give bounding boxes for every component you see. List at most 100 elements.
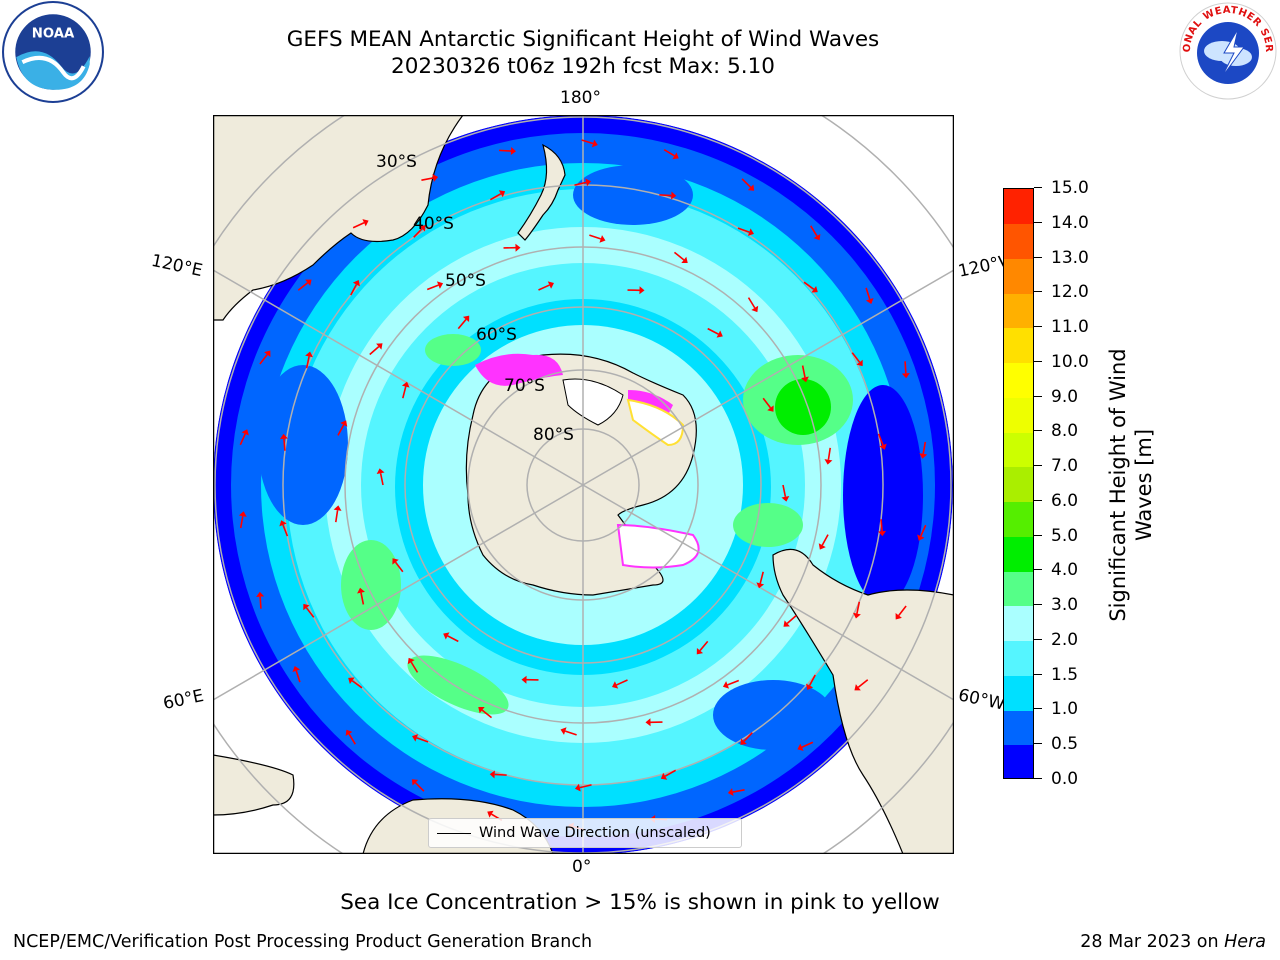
- wave-direction-arrow: [413, 228, 423, 238]
- wave-direction-arrow: [579, 784, 592, 789]
- colorbar-tick-label: 15.0: [1051, 178, 1089, 198]
- colorbar-tick-label: 11.0: [1051, 317, 1089, 338]
- colorbar-tick-label: 14.0: [1051, 212, 1089, 233]
- colorbar-tick-label: 3.0: [1051, 595, 1079, 616]
- longitude-label-60w: 60°W: [956, 685, 1007, 715]
- wave-direction-arrowhead: [515, 243, 521, 252]
- colorbar-tick-label: 7.0: [1051, 456, 1079, 477]
- sea-ice-note: Sea Ice Concentration > 15% is shown in …: [340, 890, 940, 915]
- colorbar-segment: [1004, 536, 1033, 572]
- wave-direction-arrow: [481, 709, 493, 719]
- new-zealand: [517, 143, 566, 241]
- wave-direction-arrow: [741, 178, 752, 188]
- wave-direction-arrow: [305, 356, 310, 369]
- wave-direction-arrowhead: [407, 657, 415, 665]
- colorbar-tick-mark: [1034, 326, 1042, 328]
- wave-direction-arrow: [827, 447, 832, 460]
- latitude-label-60s: 60°S: [476, 325, 517, 345]
- wave-direction-arrowhead: [279, 433, 288, 440]
- colorbar-tick-mark: [1034, 778, 1042, 779]
- wave-direction-arrowhead: [489, 770, 495, 779]
- colorbar-tick-label: 9.0: [1051, 386, 1079, 407]
- wave-direction-arrowhead: [264, 350, 271, 357]
- wave-direction-arrowhead: [639, 286, 645, 295]
- colorbar-tick-mark: [1034, 187, 1042, 188]
- wave-direction-arrowhead: [462, 315, 470, 323]
- wave-direction-arrowhead: [853, 612, 861, 619]
- map-legend: Wind Wave Direction (unscaled): [428, 818, 742, 848]
- wave-direction-arrow: [762, 397, 772, 409]
- wave-direction-arrow: [664, 769, 677, 777]
- latitude-label-50s: 50°S: [445, 271, 486, 291]
- wave-direction-arrow: [810, 225, 818, 237]
- wave-direction-arrow: [699, 640, 709, 652]
- noaa-logo: NOAA: [2, 1, 104, 103]
- legend-line-swatch: [437, 833, 471, 834]
- wave-direction-arrowhead: [645, 718, 651, 727]
- wave-direction-arrow: [663, 148, 675, 157]
- colorbar-tick-label: 8.0: [1051, 421, 1079, 442]
- wave-direction-arrow: [414, 782, 425, 792]
- colorbar-segment: [1004, 293, 1033, 329]
- wave-direction-arrow: [801, 365, 806, 378]
- wave-direction-arrow: [447, 635, 459, 643]
- wave-direction-arrow: [743, 732, 753, 742]
- wave-direction-arrow: [821, 534, 829, 546]
- footer-producer: NCEP/EMC/Verification Post Processing Pr…: [13, 932, 593, 952]
- wave-direction-arrow: [922, 441, 927, 454]
- wave-direction-arrow: [421, 177, 434, 181]
- wave-direction-arrow: [857, 679, 869, 688]
- wave-direction-arrowhead: [352, 280, 360, 287]
- wave-direction-arrow: [239, 433, 246, 446]
- wave-direction-arrow: [259, 354, 268, 365]
- wave-direction-arrow: [565, 730, 577, 736]
- wave-direction-arrowhead: [751, 305, 759, 313]
- colorbar-tick-mark: [1034, 360, 1042, 362]
- wave-direction-arrowhead: [660, 772, 668, 780]
- colorbar-tick-mark: [1034, 430, 1042, 432]
- colorbar-tick-mark: [1034, 499, 1042, 501]
- colorbar-segment: [1004, 745, 1033, 778]
- wave-direction-arrowhead: [401, 381, 410, 388]
- wave-direction-arrow: [727, 679, 740, 686]
- wave-direction-arrow: [803, 281, 815, 290]
- sea-ice-edge: [475, 353, 700, 569]
- colorbar-tick-mark: [1034, 221, 1042, 223]
- legend-label: Wind Wave Direction (unscaled): [479, 825, 711, 841]
- wave-direction-arrowhead: [672, 152, 679, 160]
- colorbar-segment: [1004, 675, 1033, 711]
- colorbar-tick-mark: [1034, 395, 1042, 397]
- wave-direction-arrow: [589, 234, 601, 240]
- colorbar-tick-mark: [1034, 673, 1042, 675]
- colorbar-segment: [1004, 606, 1033, 642]
- wave-direction-arrow: [350, 284, 358, 296]
- latitude-label-30s: 30°S: [376, 152, 417, 172]
- wave-direction-arrow: [352, 221, 365, 229]
- colorbar-segment: [1004, 467, 1033, 503]
- wave-direction-arrowhead: [824, 459, 833, 465]
- wave-direction-arrow: [898, 605, 907, 616]
- wave-direction-arrowhead: [412, 734, 419, 742]
- national-weather-service-logo: NATIONAL WEATHER SERVICE: [1178, 1, 1277, 100]
- wave-direction-arrow: [786, 614, 797, 625]
- wave-direction-arrow: [856, 601, 861, 614]
- wave-direction-arrowhead: [411, 779, 419, 786]
- wave-direction-arrow: [581, 139, 594, 145]
- map-canvas: [213, 115, 954, 854]
- wave-direction-arrowhead: [895, 613, 902, 620]
- wave-direction-arrow: [295, 670, 301, 683]
- wave-direction-arrowhead: [521, 675, 527, 684]
- wave-direction-arrowhead: [740, 738, 747, 745]
- wave-direction-arrowhead: [818, 543, 826, 550]
- wave-direction-arrow: [499, 149, 512, 152]
- longitude-label-120e: 120°E: [149, 250, 205, 282]
- wave-direction-arrowhead: [292, 665, 301, 672]
- colorbar-segment: [1004, 640, 1033, 676]
- colorbar-segment: [1004, 571, 1033, 607]
- wave-direction-arrow: [574, 181, 587, 186]
- colorbar-segment: [1004, 189, 1033, 224]
- colorbar: [1003, 188, 1034, 779]
- wave-direction-arrowhead: [681, 256, 688, 263]
- wave-direction-arrowhead: [781, 495, 790, 502]
- wave-direction-arrowhead: [305, 351, 313, 358]
